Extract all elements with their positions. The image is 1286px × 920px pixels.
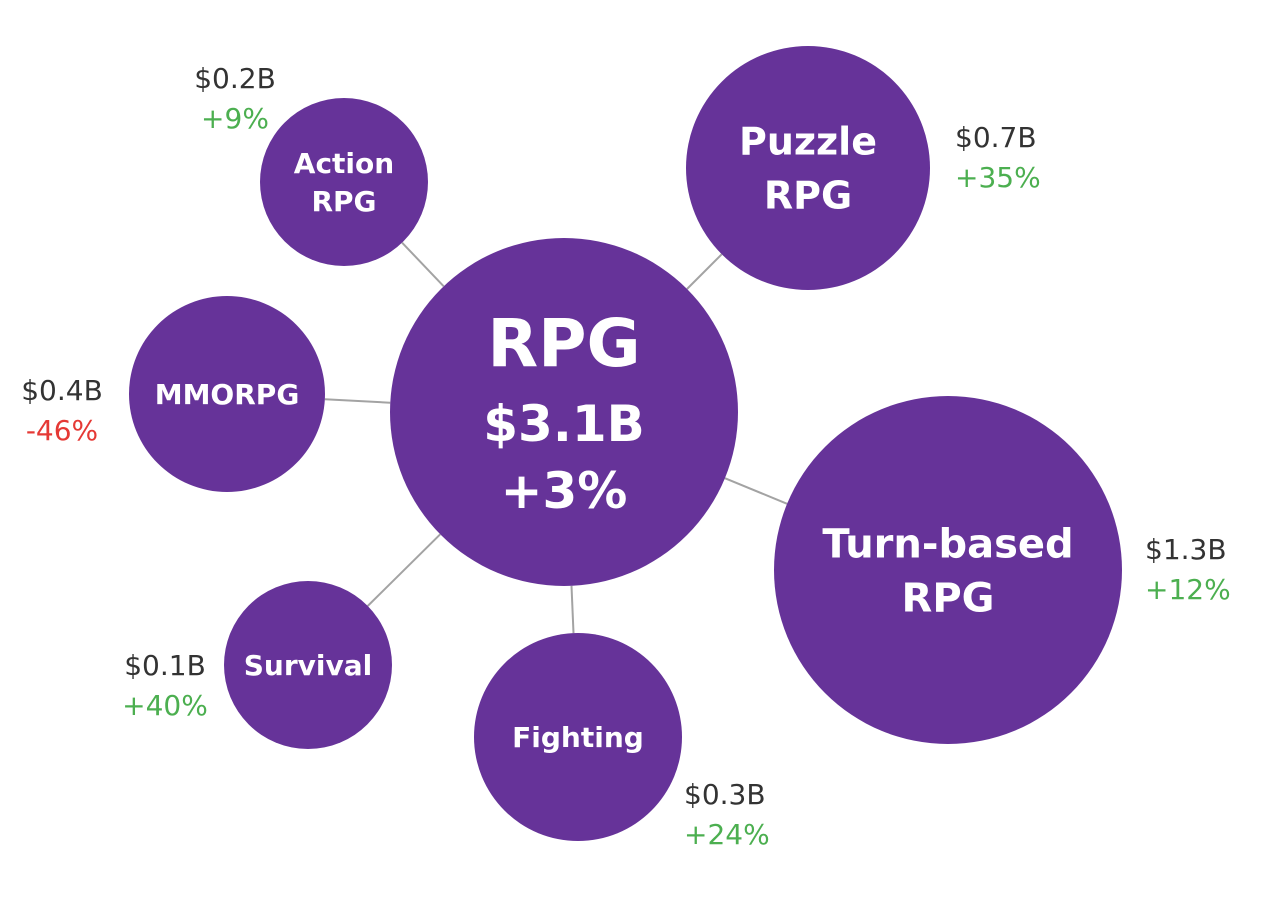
bubble-circle-turn-based-rpg bbox=[774, 396, 1122, 744]
value-label-mmorpg: $0.4B -46% bbox=[21, 374, 103, 447]
change-mmorpg: -46% bbox=[26, 414, 98, 447]
value-label-fighting: $0.3B +24% bbox=[684, 778, 770, 851]
bubble-circle-action-rpg bbox=[260, 98, 428, 266]
value-labels: $0.2B +9% $0.7B +35% $0.4B -46% $1.3B +12% $0.1B… bbox=[21, 62, 1230, 851]
bubble-name-survival: Survival bbox=[244, 649, 373, 682]
bubble-fighting: Fighting bbox=[474, 633, 682, 841]
value-label-action-rpg: $0.2B +9% bbox=[194, 62, 276, 135]
change-turn-based-rpg: +12% bbox=[1145, 573, 1231, 606]
connector-fighting bbox=[570, 585, 575, 634]
bubble-name-action-rpg: RPG bbox=[311, 185, 376, 218]
value-turn-based-rpg: $1.3B bbox=[1145, 533, 1227, 566]
bubbles: RPG $3.1B +3% Action RPG Puzzle RPG MMORPG Turn-… bbox=[129, 46, 1122, 841]
bubble-name-puzzle-rpg: RPG bbox=[764, 174, 852, 218]
change-survival: +40% bbox=[122, 689, 208, 722]
bubble-circle-mmorpg bbox=[129, 296, 325, 492]
connector-lines bbox=[324, 242, 788, 634]
connector-action-rpg bbox=[401, 242, 445, 287]
center-bubble-rpg: RPG $3.1B +3% bbox=[390, 238, 738, 586]
bubble-name-turn-based-rpg: Turn-based bbox=[822, 521, 1073, 567]
connector-survival bbox=[366, 533, 441, 607]
change-puzzle-rpg: +35% bbox=[955, 161, 1041, 194]
value-fighting: $0.3B bbox=[684, 778, 766, 811]
bubble-circle-fighting bbox=[474, 633, 682, 841]
value-mmorpg: $0.4B bbox=[21, 374, 103, 407]
value-label-puzzle-rpg: $0.7B +35% bbox=[955, 121, 1041, 194]
center-change: +3% bbox=[501, 462, 628, 520]
bubble-name-puzzle-rpg: Puzzle bbox=[739, 120, 877, 164]
connector-turn-based-rpg bbox=[724, 477, 788, 505]
bubble-action-rpg: Action RPG bbox=[260, 98, 428, 266]
value-survival: $0.1B bbox=[124, 649, 206, 682]
bubble-name-fighting: Fighting bbox=[512, 721, 644, 754]
value-label-survival: $0.1B +40% bbox=[122, 649, 208, 722]
bubble-name-action-rpg: Action bbox=[294, 147, 394, 180]
bubble-mmorpg: MMORPG bbox=[129, 296, 325, 492]
bubble-name-mmorpg: MMORPG bbox=[155, 378, 300, 411]
connector-puzzle-rpg bbox=[686, 253, 723, 290]
center-value: $3.1B bbox=[483, 395, 644, 453]
bubble-circle-puzzle-rpg bbox=[686, 46, 930, 290]
bubble-name-turn-based-rpg: RPG bbox=[902, 575, 995, 621]
connector-mmorpg bbox=[324, 398, 391, 404]
bubble-turn-based-rpg: Turn-based RPG bbox=[774, 396, 1122, 744]
change-fighting: +24% bbox=[684, 818, 770, 851]
value-action-rpg: $0.2B bbox=[194, 62, 276, 95]
center-bubble-circle bbox=[390, 238, 738, 586]
center-title: RPG bbox=[487, 305, 640, 382]
value-puzzle-rpg: $0.7B bbox=[955, 121, 1037, 154]
bubble-puzzle-rpg: Puzzle RPG bbox=[686, 46, 930, 290]
bubble-circle-survival bbox=[224, 581, 392, 749]
value-label-turn-based-rpg: $1.3B +12% bbox=[1145, 533, 1231, 606]
change-action-rpg: +9% bbox=[201, 102, 269, 135]
bubble-survival: Survival bbox=[224, 581, 392, 749]
